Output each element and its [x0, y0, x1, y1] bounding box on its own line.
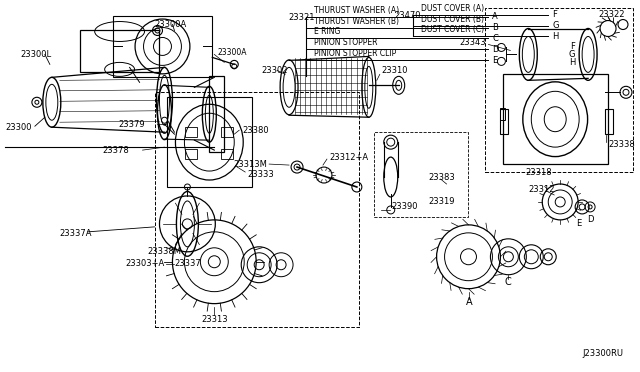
Bar	[209, 76, 224, 152]
Text: 23321: 23321	[288, 13, 315, 22]
Text: 23303+A: 23303+A	[125, 259, 164, 268]
Bar	[186, 127, 197, 137]
Bar	[80, 31, 159, 73]
Text: 23343: 23343	[460, 38, 486, 47]
Text: THURUST WASHER (B): THURUST WASHER (B)	[314, 16, 399, 26]
Bar	[186, 149, 197, 159]
Text: G: G	[552, 21, 559, 30]
Text: 23378: 23378	[103, 145, 129, 155]
Text: DUST COVER (B): DUST COVER (B)	[420, 15, 484, 23]
Text: E RING: E RING	[314, 28, 340, 36]
Bar	[605, 109, 613, 134]
Text: C: C	[492, 34, 499, 43]
Text: 23319: 23319	[429, 198, 455, 206]
Text: PINION STOPPER CLIP: PINION STOPPER CLIP	[314, 49, 396, 58]
Text: 23379: 23379	[118, 120, 145, 129]
Text: 23390: 23390	[392, 202, 419, 211]
Text: B: B	[492, 23, 499, 32]
Text: 23302: 23302	[261, 66, 287, 75]
Bar	[168, 97, 252, 187]
Bar	[374, 132, 468, 217]
Bar	[500, 108, 506, 120]
Text: A: A	[466, 296, 473, 307]
Text: 23318: 23318	[525, 167, 552, 177]
Text: F: F	[570, 42, 575, 51]
Text: 23383: 23383	[429, 173, 456, 182]
Text: 23300A: 23300A	[218, 48, 247, 57]
Text: 23322: 23322	[598, 10, 625, 19]
Text: D: D	[587, 215, 593, 224]
Text: G: G	[569, 50, 575, 59]
Bar	[500, 109, 508, 134]
Text: DUST COVER (C): DUST COVER (C)	[420, 26, 484, 35]
Text: F: F	[552, 10, 557, 19]
Text: 23300: 23300	[5, 123, 31, 132]
Bar	[504, 74, 608, 164]
Text: 23300L: 23300L	[20, 50, 51, 59]
Text: H: H	[569, 58, 575, 67]
Text: DUST COVER (A): DUST COVER (A)	[420, 4, 484, 13]
Text: THURUST WASHER (A): THURUST WASHER (A)	[314, 6, 399, 15]
Text: D: D	[492, 45, 499, 54]
Bar	[221, 127, 233, 137]
Text: 23300A: 23300A	[154, 20, 187, 29]
Text: 23312: 23312	[528, 186, 555, 195]
Text: J23300RU: J23300RU	[582, 349, 623, 358]
Bar	[221, 149, 233, 159]
Text: 23338M: 23338M	[147, 247, 182, 256]
Bar	[154, 92, 359, 327]
Text: 23470: 23470	[395, 11, 421, 20]
Text: 23333: 23333	[247, 170, 274, 179]
Text: E: E	[577, 219, 582, 228]
Text: 23337: 23337	[175, 259, 201, 268]
Text: 23337A: 23337A	[60, 230, 92, 238]
Text: PINION STOPPER: PINION STOPPER	[314, 38, 378, 48]
Bar	[486, 7, 633, 172]
Text: A: A	[492, 12, 498, 21]
Text: 23312+A: 23312+A	[329, 153, 368, 161]
Bar	[113, 16, 212, 77]
Text: 23310: 23310	[382, 66, 408, 75]
Text: 23338: 23338	[608, 140, 635, 149]
Text: 23380: 23380	[242, 126, 269, 135]
Text: 23313M: 23313M	[233, 160, 267, 169]
Text: C: C	[505, 277, 512, 287]
Text: H: H	[552, 32, 559, 41]
Text: 23313: 23313	[201, 315, 228, 324]
Text: E: E	[492, 56, 498, 65]
